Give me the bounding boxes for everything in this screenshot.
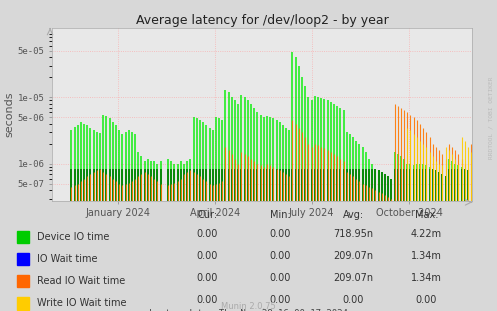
Text: Read IO Wait time: Read IO Wait time: [37, 276, 125, 286]
Text: 0.00: 0.00: [415, 295, 437, 305]
Text: 209.07n: 209.07n: [333, 273, 373, 283]
Text: 1.34m: 1.34m: [411, 273, 442, 283]
Text: 4.22m: 4.22m: [411, 229, 442, 239]
Text: IO Wait time: IO Wait time: [37, 254, 97, 264]
Y-axis label: seconds: seconds: [5, 91, 15, 137]
Text: Min:: Min:: [270, 210, 291, 220]
Text: RRDTOOL / TOBI OETIKER: RRDTOOL / TOBI OETIKER: [489, 77, 494, 160]
Text: 0.00: 0.00: [196, 251, 218, 261]
Bar: [17, 275, 29, 287]
Text: 1.34m: 1.34m: [411, 251, 442, 261]
Text: Device IO time: Device IO time: [37, 232, 109, 242]
Text: 209.07n: 209.07n: [333, 251, 373, 261]
Text: Write IO Wait time: Write IO Wait time: [37, 298, 126, 309]
Text: 0.00: 0.00: [269, 273, 291, 283]
Bar: [17, 253, 29, 265]
Title: Average latency for /dev/loop2 - by year: Average latency for /dev/loop2 - by year: [136, 14, 389, 27]
Text: 0.00: 0.00: [269, 229, 291, 239]
Text: 718.95n: 718.95n: [333, 229, 373, 239]
Bar: [17, 297, 29, 309]
Text: 0.00: 0.00: [342, 295, 364, 305]
Text: Munin 2.0.75: Munin 2.0.75: [221, 302, 276, 311]
Text: Cur:: Cur:: [197, 210, 217, 220]
Text: Last update: Thu Nov 28 16:00:17 2024: Last update: Thu Nov 28 16:00:17 2024: [149, 309, 348, 311]
Bar: [17, 231, 29, 243]
Text: 0.00: 0.00: [196, 295, 218, 305]
Text: 0.00: 0.00: [196, 273, 218, 283]
Text: 0.00: 0.00: [196, 229, 218, 239]
Text: Avg:: Avg:: [342, 210, 364, 220]
Text: Max:: Max:: [414, 210, 438, 220]
Text: 0.00: 0.00: [269, 251, 291, 261]
Text: 0.00: 0.00: [269, 295, 291, 305]
